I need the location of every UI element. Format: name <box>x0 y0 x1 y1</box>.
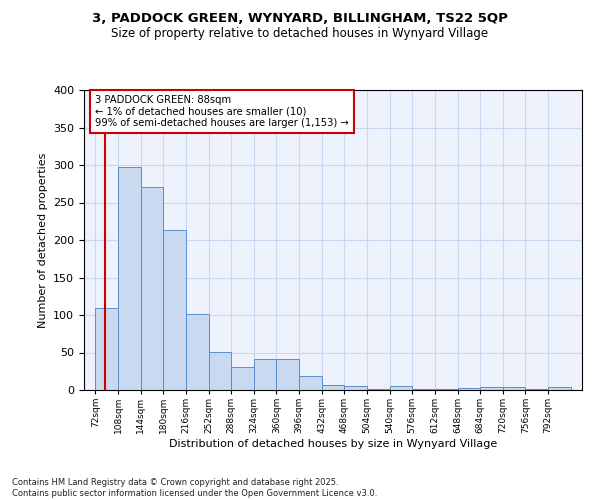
Bar <box>277 359 299 390</box>
Bar <box>231 367 254 390</box>
Bar <box>548 387 571 390</box>
Bar <box>322 385 344 390</box>
Bar <box>186 314 209 390</box>
Bar <box>209 352 231 390</box>
Bar <box>503 387 526 390</box>
Bar <box>389 386 412 390</box>
Bar <box>140 186 163 390</box>
Bar <box>458 388 480 390</box>
Y-axis label: Number of detached properties: Number of detached properties <box>38 152 47 328</box>
Text: 3, PADDOCK GREEN, WYNYARD, BILLINGHAM, TS22 5QP: 3, PADDOCK GREEN, WYNYARD, BILLINGHAM, T… <box>92 12 508 26</box>
Bar <box>412 388 435 390</box>
Bar <box>526 389 548 390</box>
Bar <box>299 376 322 390</box>
Bar <box>254 359 277 390</box>
Text: Size of property relative to detached houses in Wynyard Village: Size of property relative to detached ho… <box>112 28 488 40</box>
Bar <box>163 230 186 390</box>
Bar <box>480 387 503 390</box>
Bar <box>95 308 118 390</box>
Bar <box>118 166 140 390</box>
Bar <box>435 388 458 390</box>
Bar <box>344 386 367 390</box>
Text: 3 PADDOCK GREEN: 88sqm
← 1% of detached houses are smaller (10)
99% of semi-deta: 3 PADDOCK GREEN: 88sqm ← 1% of detached … <box>95 95 349 128</box>
X-axis label: Distribution of detached houses by size in Wynyard Village: Distribution of detached houses by size … <box>169 439 497 449</box>
Text: Contains HM Land Registry data © Crown copyright and database right 2025.
Contai: Contains HM Land Registry data © Crown c… <box>12 478 377 498</box>
Bar <box>367 388 389 390</box>
